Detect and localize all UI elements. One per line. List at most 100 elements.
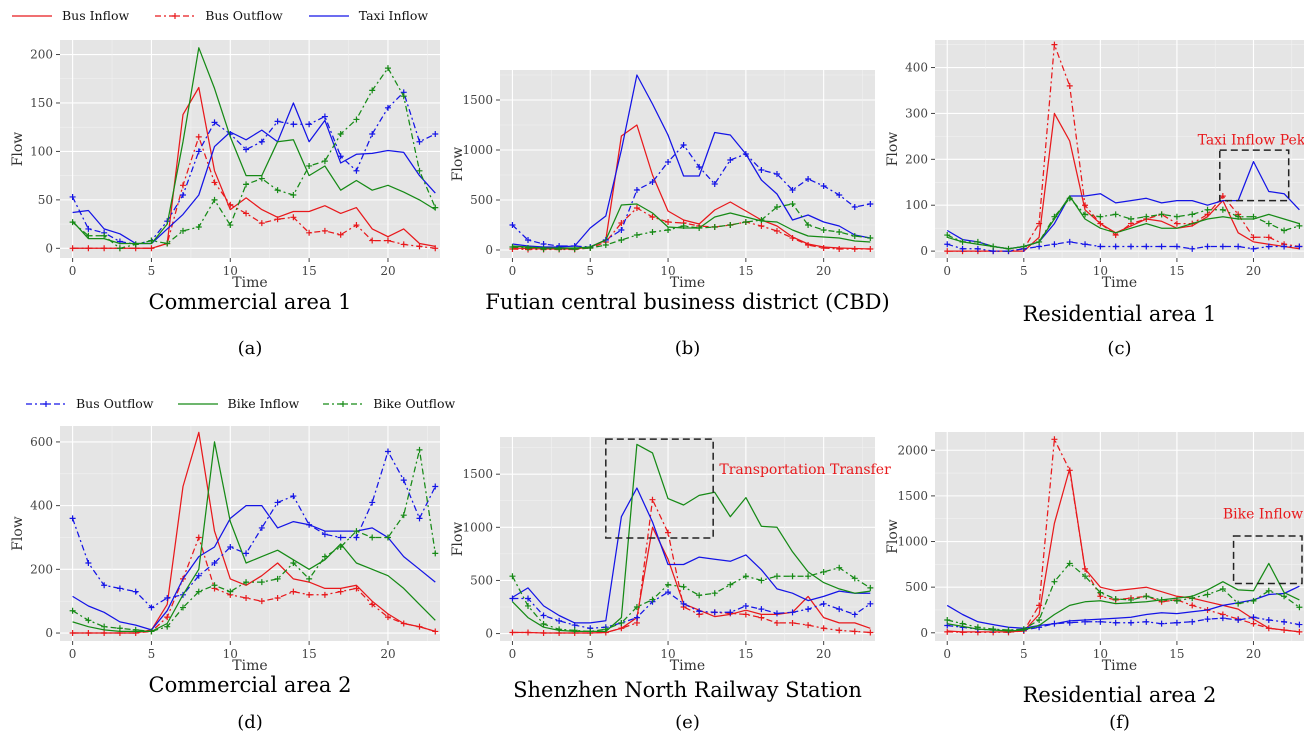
- y-tick-label: 50: [38, 193, 53, 207]
- y-tick-label: 500: [905, 580, 928, 594]
- data-point: [1127, 619, 1134, 626]
- data-point: [805, 242, 812, 248]
- data-point: [711, 590, 718, 597]
- data-point: [1281, 593, 1288, 600]
- x-tick-label: 20: [1246, 647, 1261, 661]
- data-point: [727, 581, 734, 588]
- data-point: [1112, 211, 1119, 218]
- data-point: [321, 591, 328, 598]
- data-point: [1219, 615, 1226, 622]
- plot-background: [60, 426, 440, 641]
- data-point: [1189, 245, 1196, 252]
- data-point: [1158, 596, 1165, 603]
- data-point: [101, 623, 108, 630]
- data-point: [649, 596, 656, 603]
- data-point: [1250, 245, 1257, 252]
- legend-item: Bike Outflow: [321, 396, 455, 411]
- data-point: [1204, 591, 1211, 598]
- data-point: [696, 608, 703, 615]
- y-tick-label: 200: [30, 48, 53, 62]
- y-axis-label: Flow: [10, 132, 26, 167]
- data-point: [758, 577, 765, 584]
- y-tick-label: 1000: [897, 535, 928, 549]
- data-point: [132, 626, 139, 633]
- data-point: [258, 579, 265, 586]
- x-tick-label: 5: [148, 264, 156, 278]
- panel-label: (d): [237, 712, 263, 733]
- data-point: [867, 629, 874, 636]
- data-point: [1097, 589, 1104, 596]
- data-point: [1127, 243, 1134, 250]
- data-point: [1219, 243, 1226, 250]
- data-point: [148, 604, 155, 611]
- data-point: [1082, 618, 1089, 625]
- data-point: [400, 93, 407, 100]
- data-point: [1281, 627, 1288, 634]
- panel-title: Commercial area 2: [149, 673, 352, 697]
- data-point: [337, 588, 344, 595]
- data-point: [789, 573, 796, 580]
- y-tick-label: 500: [470, 193, 493, 207]
- data-point: [509, 244, 516, 250]
- data-point: [602, 626, 609, 633]
- data-point: [587, 245, 594, 251]
- data-point: [69, 245, 76, 252]
- data-point: [944, 241, 951, 248]
- data-point: [944, 628, 951, 635]
- y-tick-label: 150: [30, 96, 53, 110]
- data-point: [274, 187, 281, 194]
- data-point: [1036, 238, 1043, 245]
- data-point: [85, 232, 92, 239]
- x-tick-label: 20: [816, 264, 831, 278]
- series-line: [72, 449, 436, 633]
- data-point: [820, 183, 827, 189]
- data-point: [773, 619, 780, 626]
- y-tick-label: 200: [905, 152, 928, 166]
- data-point: [773, 171, 780, 177]
- data-point: [400, 477, 407, 484]
- y-tick-label: 600: [30, 435, 53, 449]
- x-axis-label: Time: [670, 658, 705, 674]
- data-point: [258, 220, 265, 227]
- data-point: [258, 138, 265, 145]
- data-point: [1051, 41, 1058, 48]
- data-point: [525, 595, 532, 602]
- data-point: [974, 238, 981, 245]
- panel-title: Commercial area 1: [149, 290, 352, 314]
- data-point: [1143, 618, 1150, 625]
- data-point: [195, 148, 202, 155]
- data-point: [680, 600, 687, 607]
- data-point: [1051, 578, 1058, 585]
- data-point: [820, 245, 827, 251]
- data-point: [1250, 213, 1257, 220]
- data-point: [179, 227, 186, 234]
- data-point: [805, 606, 812, 613]
- data-point: [711, 224, 718, 230]
- data-point: [851, 246, 858, 252]
- data-point: [306, 521, 313, 528]
- data-point: [649, 496, 656, 503]
- data-point: [1158, 211, 1165, 218]
- data-point: [1250, 234, 1257, 241]
- data-point: [85, 225, 92, 232]
- legend-swatch: [323, 400, 364, 407]
- x-tick-label: 15: [1169, 264, 1184, 278]
- data-point: [633, 232, 640, 238]
- data-point: [556, 246, 563, 252]
- chart-panel-e: 0 500 1000 1500 0 5 10 15 20 Time Flow Transportati…: [450, 437, 891, 733]
- data-point: [633, 614, 640, 621]
- data-point: [227, 201, 234, 208]
- chart-panel-f: 0 500 1000 1500 2000 0 5 10 15 20 Time Flow Bike Inf…: [885, 432, 1304, 733]
- series-line: [512, 591, 871, 629]
- data-point: [820, 600, 827, 607]
- data-point: [1265, 587, 1272, 594]
- panel-title: Residential area 1: [1023, 302, 1217, 326]
- x-axis-label: Time: [1102, 275, 1137, 291]
- data-point: [1082, 565, 1089, 572]
- data-point: [851, 575, 858, 582]
- data-point: [990, 626, 997, 633]
- data-point: [1066, 619, 1073, 626]
- data-point: [742, 151, 749, 157]
- data-point: [696, 164, 703, 170]
- data-point: [211, 582, 218, 589]
